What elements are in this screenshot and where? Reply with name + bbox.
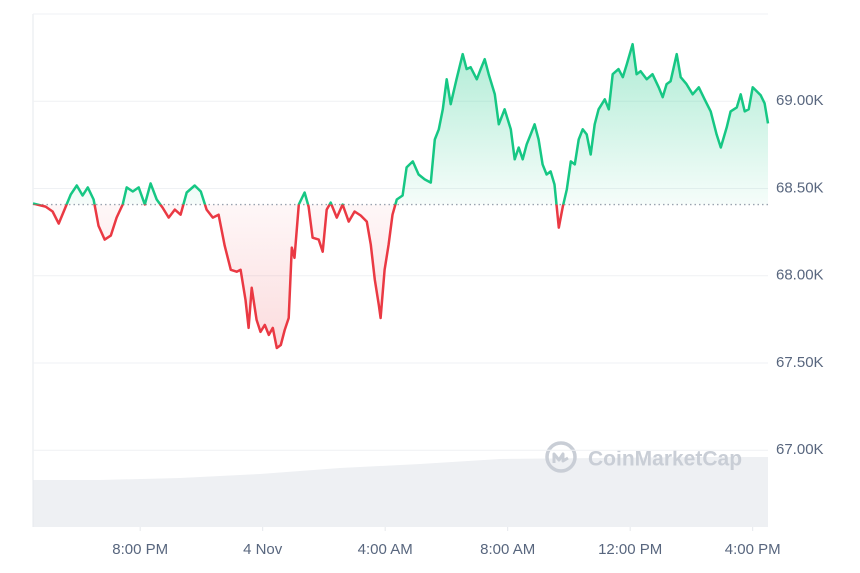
- y-tick-label: 67.50K: [776, 354, 824, 371]
- y-tick-label: 67.00K: [776, 441, 824, 458]
- y-tick-label: 68.50K: [776, 179, 824, 196]
- watermark-logo: [545, 441, 577, 473]
- x-tick-label: 4:00 PM: [725, 541, 781, 558]
- x-tick-label: 8:00 PM: [112, 541, 168, 558]
- y-tick-label: 69.00K: [776, 92, 824, 109]
- volume-area: [33, 457, 768, 527]
- price-line: [32, 42, 770, 350]
- area-fill: [33, 44, 768, 348]
- x-tick-label: 4:00 AM: [358, 541, 413, 558]
- y-tick-label: 68.00K: [776, 267, 824, 284]
- watermark: CoinMarketCap: [588, 448, 742, 471]
- x-tick-label: 4 Nov: [243, 541, 283, 558]
- x-tick-label: 12:00 PM: [598, 541, 662, 558]
- x-tick-label: 8:00 AM: [480, 541, 535, 558]
